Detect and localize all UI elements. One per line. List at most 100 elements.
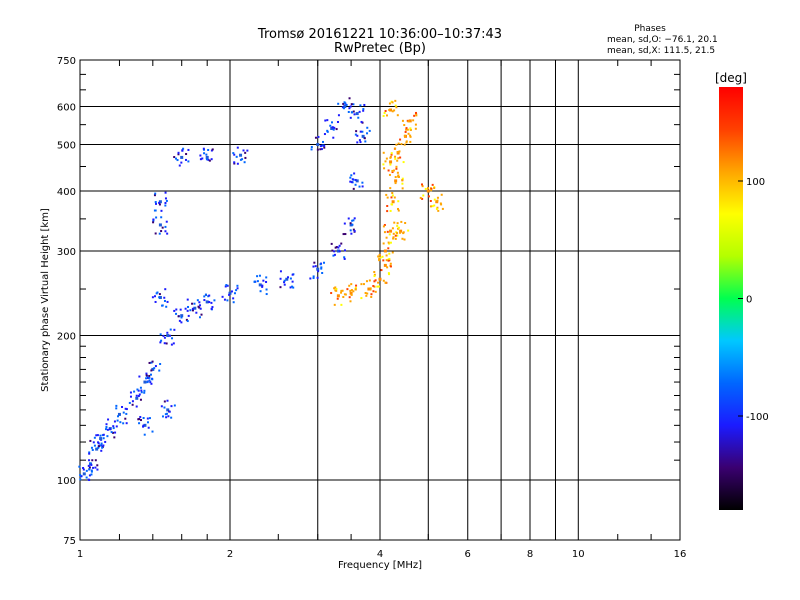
data-point [363, 103, 366, 106]
data-point [233, 162, 236, 165]
data-point [385, 114, 388, 117]
chart-title: Tromsø 20161221 10:36:00–10:37:43 [257, 27, 503, 42]
data-point [391, 101, 394, 104]
data-point [283, 279, 286, 282]
data-point [198, 316, 201, 319]
data-point [361, 185, 364, 188]
data-point [187, 148, 190, 151]
data-point [88, 451, 91, 454]
data-point [396, 151, 399, 154]
data-point [353, 230, 356, 233]
y-tick-label: 400 [57, 187, 76, 198]
data-point [180, 161, 183, 164]
data-point [124, 417, 127, 420]
data-point [401, 182, 404, 185]
data-point [129, 391, 132, 394]
x-tick-label: 10 [572, 549, 585, 560]
data-point [312, 265, 315, 268]
data-point [356, 141, 359, 144]
data-point [396, 224, 399, 227]
data-point [163, 299, 166, 302]
data-point [142, 417, 145, 420]
data-point [112, 425, 115, 428]
data-point [139, 419, 142, 422]
data-point [391, 192, 394, 195]
data-point [403, 124, 406, 127]
data-point [382, 114, 385, 117]
data-point [349, 300, 352, 303]
data-point [312, 277, 315, 280]
data-point [90, 470, 93, 473]
data-point [158, 232, 161, 235]
data-point [163, 400, 166, 403]
data-point [394, 176, 397, 179]
data-point [386, 204, 389, 207]
data-point [148, 374, 151, 377]
data-point [349, 289, 352, 292]
data-point [393, 196, 396, 199]
data-point [439, 202, 442, 205]
data-point [201, 157, 204, 160]
data-point [289, 286, 292, 289]
data-point [426, 187, 429, 190]
data-point [164, 225, 167, 228]
data-point [87, 464, 90, 467]
data-point [388, 252, 391, 255]
data-point [358, 110, 361, 113]
data-point [319, 263, 322, 266]
data-point [115, 404, 118, 407]
phases-o-stats: mean, sd,O: −76.1, 20.1 [607, 35, 718, 45]
data-point [366, 292, 369, 295]
data-point [429, 199, 432, 202]
data-point [205, 153, 208, 156]
data-point [403, 143, 406, 146]
data-point [329, 124, 332, 127]
data-point [392, 232, 395, 235]
data-point [395, 167, 398, 170]
data-point [364, 292, 367, 295]
data-point [170, 343, 173, 346]
data-point [355, 179, 359, 183]
x-tick-label: 1 [77, 549, 83, 560]
data-point [258, 274, 261, 277]
data-point [265, 293, 268, 296]
data-point [179, 308, 182, 311]
data-point [135, 405, 138, 408]
data-point [392, 237, 395, 240]
data-point [185, 153, 188, 156]
data-point [389, 187, 392, 190]
data-point [362, 283, 365, 286]
data-point [258, 283, 262, 287]
data-point [131, 403, 134, 406]
data-point [88, 452, 91, 455]
data-point [396, 232, 399, 235]
data-point [90, 473, 93, 476]
data-point [385, 236, 388, 239]
data-point [441, 207, 444, 210]
data-point [340, 291, 343, 294]
data-point [326, 130, 329, 133]
data-point [378, 253, 381, 256]
data-point [390, 203, 393, 206]
data-point [390, 152, 393, 155]
data-point [164, 191, 167, 194]
data-point [352, 110, 355, 113]
phases-x-stats: mean, sd,X: 111.5, 21.5 [607, 46, 716, 56]
chart-subtitle: RwPretec (Bp) [333, 41, 427, 56]
data-point [223, 298, 226, 301]
data-point [135, 394, 138, 397]
data-point [181, 149, 184, 152]
data-point [378, 257, 381, 260]
data-point [378, 277, 382, 281]
data-point [440, 193, 443, 196]
data-point [310, 146, 313, 149]
data-point [331, 126, 334, 129]
x-tick-label: 6 [465, 549, 471, 560]
data-point [145, 377, 148, 380]
data-point [336, 249, 340, 253]
data-point [95, 434, 98, 437]
data-point [233, 153, 236, 156]
data-point [396, 159, 399, 162]
data-point [333, 250, 336, 253]
data-point [333, 303, 336, 306]
